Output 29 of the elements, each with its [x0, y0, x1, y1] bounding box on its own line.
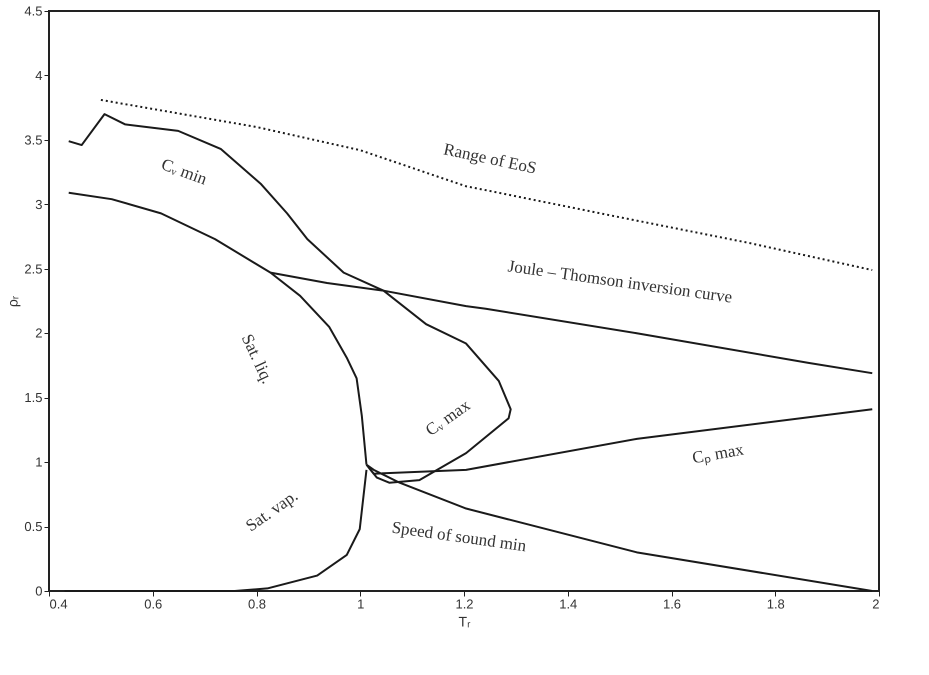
x-tick-label: 1 — [357, 596, 364, 612]
x-tick-label: 1.8 — [766, 596, 785, 612]
x-tick-label: 0.6 — [144, 596, 162, 612]
x-tick-label: 1.6 — [662, 596, 682, 612]
annotation: Range of EoS — [442, 139, 538, 178]
y-tick-label: 2.5 — [24, 261, 42, 276]
x-tick-label: 2 — [872, 596, 880, 612]
annotation: Sat. liq. — [238, 331, 278, 387]
y-tick-label: 1.5 — [24, 390, 42, 406]
x-tick-label: 1.2 — [455, 596, 474, 612]
x-tick-label: 0.8 — [248, 596, 266, 612]
annotation: Sat. vap. — [242, 486, 302, 536]
y-tick-label: 1 — [35, 454, 42, 470]
annotation: Joule – Thomson inversion curve — [506, 256, 734, 307]
y-tick-label: 4.5 — [24, 4, 42, 18]
annotation: Speed of sound min — [390, 518, 528, 556]
x-tick-label: 1.4 — [559, 596, 578, 612]
y-tick-label: 3 — [35, 196, 42, 212]
y-tick-label: 0.5 — [24, 519, 42, 534]
y-tick-label: 4 — [35, 68, 42, 83]
y-tick-label: 0 — [35, 584, 42, 598]
x-tick-label: 0.4 — [50, 596, 68, 612]
y-axis-title: ρᵣ — [4, 295, 20, 308]
y-tick-label: 3.5 — [24, 132, 42, 148]
annotation: Cᵥ min — [158, 154, 210, 189]
annotation: Cᵥ max — [422, 395, 474, 440]
y-tick-label: 2 — [35, 326, 42, 341]
x-axis-title: Tᵣ — [458, 614, 472, 630]
annotation: Cₚ max — [690, 440, 746, 468]
